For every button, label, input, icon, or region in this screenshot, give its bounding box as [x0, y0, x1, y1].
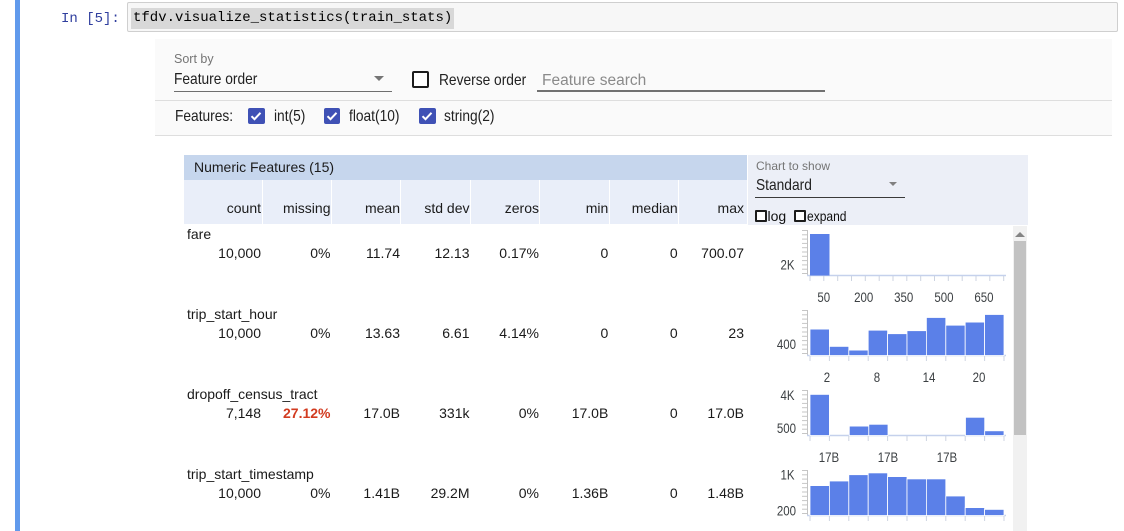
svg-text:17B: 17B: [937, 449, 957, 465]
svg-text:4K: 4K: [780, 387, 794, 403]
svg-text:1K: 1K: [780, 466, 794, 482]
svg-text:650: 650: [974, 289, 993, 305]
svg-text:500: 500: [934, 289, 953, 305]
svg-text:200: 200: [854, 289, 873, 305]
svg-text:14: 14: [923, 369, 936, 385]
svg-text:400: 400: [777, 336, 796, 352]
svg-text:500: 500: [777, 420, 796, 436]
svg-text:20: 20: [973, 369, 986, 385]
svg-text:50: 50: [817, 289, 830, 305]
svg-text:17B: 17B: [878, 449, 898, 465]
svg-text:17B: 17B: [819, 449, 839, 465]
svg-text:350: 350: [894, 289, 913, 305]
svg-text:2: 2: [824, 369, 830, 385]
svg-text:200: 200: [777, 502, 796, 518]
svg-text:8: 8: [874, 369, 880, 385]
svg-text:2K: 2K: [780, 256, 794, 272]
